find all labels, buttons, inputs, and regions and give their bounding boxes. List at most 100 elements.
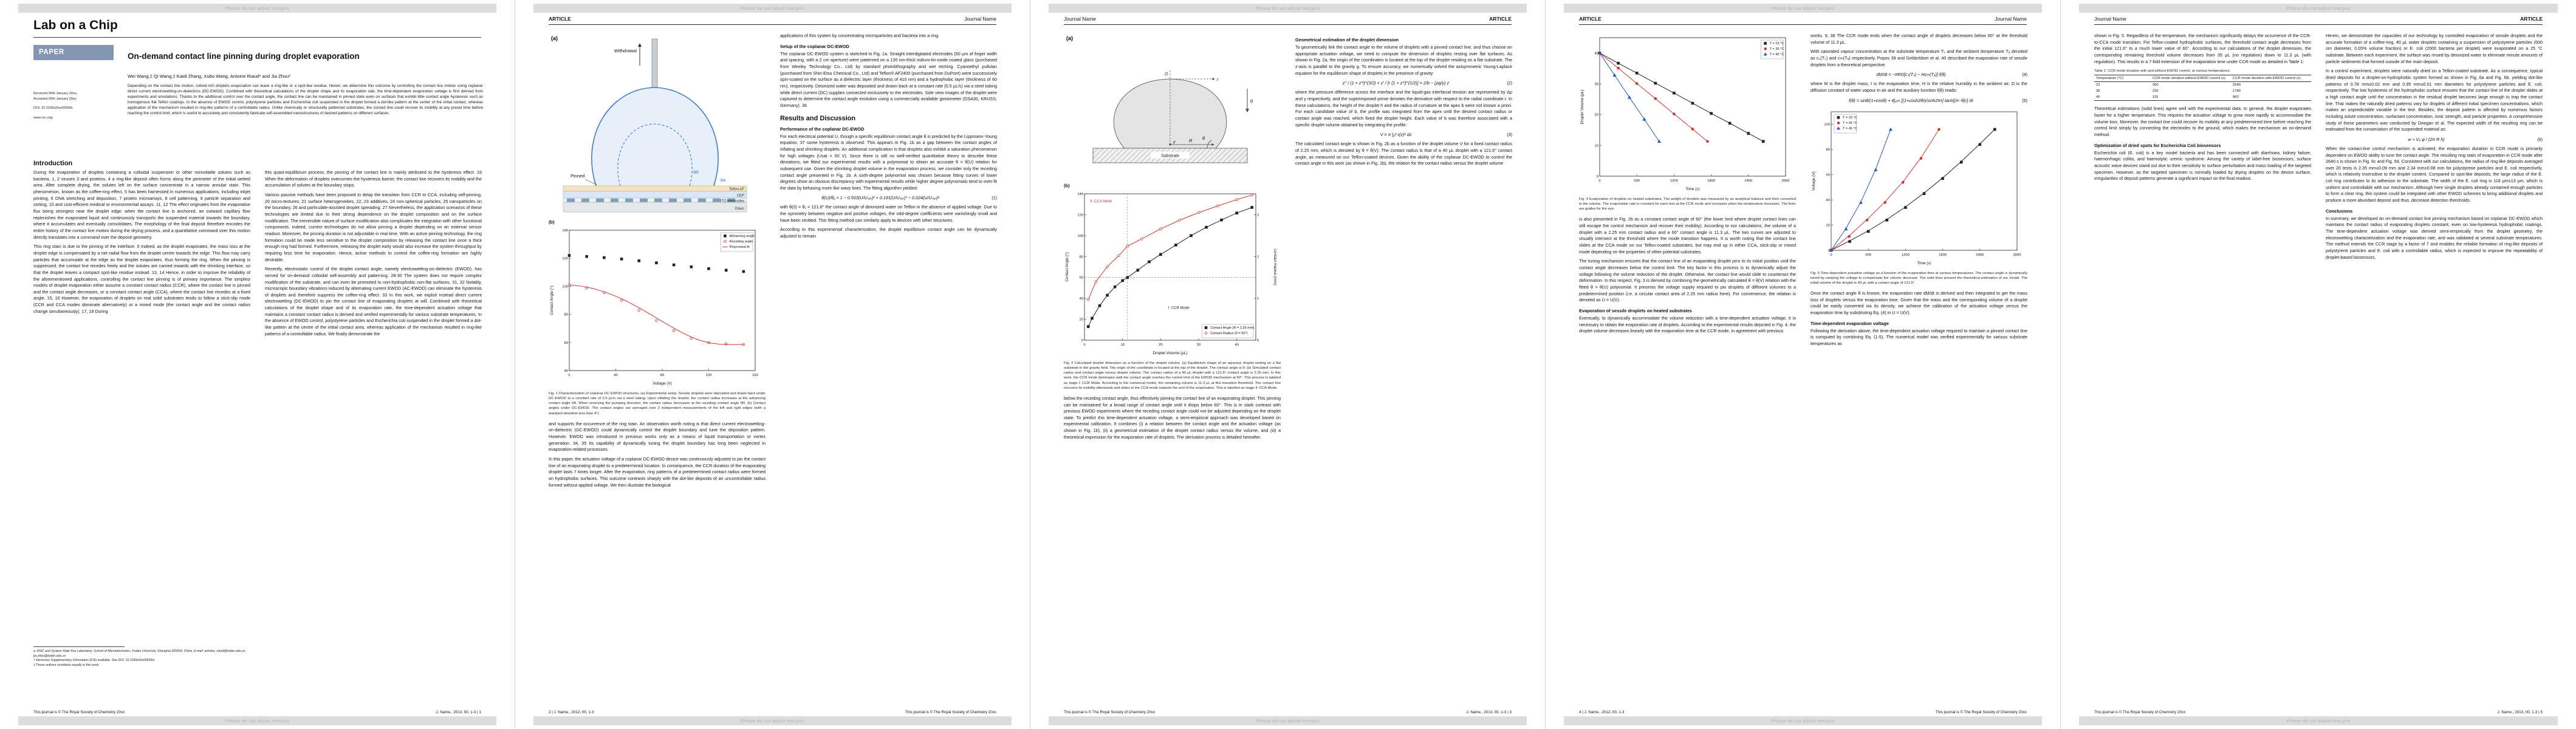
paragraph: Following the derivation above, the time…: [1810, 327, 2027, 346]
svg-text:100: 100: [1824, 123, 1830, 126]
svg-text:0: 0: [1081, 339, 1083, 343]
paragraph: For each electrical potential U, though …: [780, 133, 997, 191]
page5-left-column: shown in Fig. 5. Regardless of the tempe…: [2094, 33, 2311, 689]
svg-text:30: 30: [1595, 83, 1598, 86]
paragraph: Various passive methods have been propos…: [265, 191, 482, 262]
page4-columns: 0 600 1200 1800 2400 3000 0 10 20 30 40 Time (s) Dro…: [1579, 33, 2027, 689]
table-cell: 35: [2096, 89, 2100, 94]
page-1: Please do not adjust margins Lab on a Ch…: [0, 0, 515, 729]
paragraph: below the receding contact angle, thus e…: [1064, 395, 1281, 440]
figure-2a: (a) z O r g θ R: [1064, 33, 1281, 182]
svg-text:Time (s): Time (s): [1917, 261, 1931, 265]
fig4-chart: 0 600 1200 1800 2400 3000 0 10 20 30 40 Time (s) Dro…: [1580, 37, 1789, 191]
svg-text:II: CCA Mode: II: CCA Mode: [1090, 200, 1112, 204]
section-voltage: Time-dependent evaporation voltage: [1810, 320, 1889, 326]
svg-text:140: 140: [562, 229, 568, 233]
svg-text:0: 0: [1597, 175, 1598, 179]
svg-text:T = 45 °C: T = 45 °C: [1843, 127, 1857, 131]
page-2: Please do not adjust margins ARTICLE Jou…: [515, 0, 1030, 729]
section-introduction: Introduction: [33, 160, 73, 168]
paragraph: Once the contact angle θ is known, the e…: [1810, 290, 2027, 315]
svg-text:80: 80: [1826, 148, 1830, 152]
section-optimization: Optimization of dried spots for Escheric…: [2094, 142, 2221, 148]
r-axis-label: r: [1217, 77, 1219, 82]
theta-advancing-label: θA: [721, 179, 726, 183]
table-row: 23 360 2640: [2094, 82, 2311, 89]
paragraph: In this paper, the actuation voltage of …: [549, 456, 766, 488]
affiliation-footnote: a. ASIC and System State Key Laboratory,…: [33, 649, 246, 658]
table1-caption: Table 1: CCR mode duration with and with…: [2094, 69, 2231, 74]
abstract: Depending on the contact line motion, co…: [128, 84, 483, 116]
header-journal-label: Journal Name: [1064, 16, 1096, 22]
page2-columns: (a) Withdrawal Pinned θA θR: [549, 33, 997, 689]
margin-note-bottom: Please do not adjust margins: [18, 716, 496, 725]
svg-text:0: 0: [1830, 253, 1832, 257]
svg-text:20: 20: [1595, 114, 1598, 117]
svg-text:120: 120: [1077, 213, 1083, 217]
equation-5: f(θ) = sinθ/(1+cosθ) + 4∫₀∞ [(1+cosh2θτ)…: [1810, 98, 2027, 103]
theta-receding-label: θR: [693, 171, 699, 175]
svg-text:Droplet Volume (μL): Droplet Volume (μL): [1580, 90, 1584, 125]
substrate-label: Substrate: [1161, 154, 1179, 159]
paragraph: Escherichia coli (E. coli) is a key mode…: [2094, 149, 2311, 182]
margin-note-top: Please do not adjust margins: [18, 4, 496, 13]
page3-right-column: Geometrical estimation of the droplet di…: [1295, 33, 1512, 689]
svg-text:Contact Radius (θ = 60°): Contact Radius (θ = 60°): [1210, 332, 1248, 335]
page2-right-column: applications of this system by concentra…: [780, 33, 997, 689]
page4-left-column: 0 600 1200 1800 2400 3000 0 10 20 30 40 Time (s) Dro…: [1579, 33, 1796, 689]
svg-text:10: 10: [1120, 343, 1124, 347]
equation-2-formula: z'' / (1 + z'²)^(3/2) + z' / [r (1 + z'²…: [1342, 80, 1450, 86]
page1-right-column: this quasi-equilibrium process, the pinn…: [265, 169, 482, 645]
svg-text:30: 30: [1197, 343, 1201, 347]
page5-columns: shown in Fig. 5. Regardless of the tempe…: [2094, 33, 2543, 689]
contact-angle-label: θ: [1202, 135, 1205, 141]
svg-text:40: 40: [1235, 343, 1238, 347]
table-cell: 230: [2152, 89, 2159, 94]
section-performance: Performance of the coplanar DC-EWOD: [780, 126, 865, 132]
footer-copyright: This journal is © The Royal Society of C…: [33, 710, 125, 714]
table-cell: 960: [2230, 94, 2311, 101]
accepted-date: Accepted 00th January 20xx: [33, 97, 77, 101]
page3-left-column: (a) z O r g θ R: [1064, 33, 1281, 689]
table1-header: CCR mode duration with EWOD control (s): [2230, 75, 2311, 83]
page-footer: 2 | J. Name., 2012, 00, 1-3 This journal…: [549, 710, 996, 714]
header-journal-label: Journal Name: [1995, 16, 2027, 22]
paragraph: The coplanar DC-EWOD system is sketched …: [780, 50, 997, 108]
z-axis-label: z: [1173, 139, 1176, 145]
table-cell: 23: [2096, 83, 2100, 87]
margin-note-top: Please do not adjust margins: [533, 4, 1012, 13]
paragraph: To geometrically link the contact angle …: [1295, 44, 1512, 76]
svg-text:Droplet Volume (μL): Droplet Volume (μL): [1153, 351, 1188, 355]
paper-badge: PAPER: [33, 45, 114, 60]
margin-note-bottom: Please do not adjust margins: [533, 716, 1012, 725]
fig2b-chart: 0 10 20 30 40 0 20 40 60 80 100 120 140 0 1 2 3 Droplet V…: [1064, 193, 1277, 355]
fig2b-sublabel: (b): [1064, 183, 1070, 188]
withdrawal-label: Withdrawal: [614, 48, 637, 53]
equation-1-number: (1): [992, 195, 997, 201]
article-title: On-demand contact line pinning during dr…: [128, 52, 360, 61]
paragraph: and supports the occurrence of the ring …: [549, 420, 766, 453]
section-evaporation: Evaporation of sessile droplets on heate…: [1579, 307, 1693, 313]
margin-note-top: Please do not adjust margins: [2079, 4, 2558, 13]
svg-text:Contact Angle (°): Contact Angle (°): [549, 286, 554, 315]
table1: Temperature (°C) CCR mode duration witho…: [2094, 75, 2311, 101]
journal-website: www.rsc.org/: [33, 115, 53, 120]
svg-text:T = 35 °C: T = 35 °C: [1770, 47, 1784, 51]
paragraph: When the contact-line control mechanism …: [2326, 145, 2543, 204]
page-4: Please do not adjust margins ARTICLE Jou…: [1546, 0, 2061, 729]
header-article-label: ARTICLE: [1489, 16, 1512, 22]
paragraph: This ring stain is due to the pinning of…: [33, 244, 250, 314]
table-cell: 115: [2150, 94, 2231, 101]
svg-text:3000: 3000: [2013, 253, 2021, 257]
svg-text:40: 40: [1080, 297, 1083, 301]
svg-text:60: 60: [1826, 173, 1830, 177]
section-conclusions: Conclusions: [2326, 208, 2353, 214]
author-list: Wei Wang,‡ Qi Wang,‡ Kaidi Zhang, Xubo W…: [128, 74, 291, 79]
svg-text:Voltage (V): Voltage (V): [1812, 171, 1816, 191]
table-cell: 45: [2094, 94, 2151, 101]
svg-text:0: 0: [1828, 249, 1830, 253]
equation-2-number: (2): [1507, 80, 1512, 86]
paragraph: Eventually, to dynamically accommodate t…: [1579, 315, 1796, 334]
header-article-label: ARTICLE: [2520, 16, 2543, 22]
